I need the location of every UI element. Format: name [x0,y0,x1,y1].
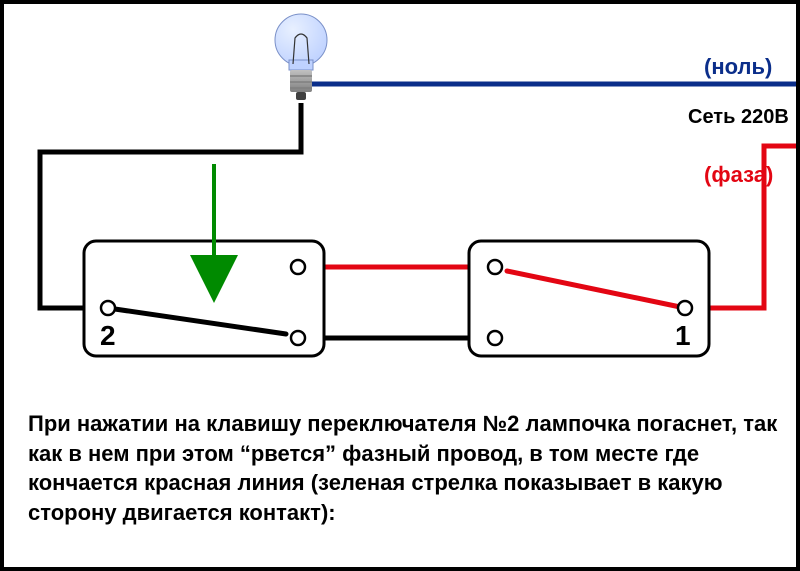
switch-2-terminal-top [291,260,305,274]
switch-1-terminal-common [678,301,692,315]
switch-1-label: 1 [675,320,691,352]
phase-label: (фаза) [704,162,773,188]
diagram-frame: (ноль) Сеть 220В (фаза) 2 1 При нажатии … [0,0,800,571]
switch-2-label: 2 [100,320,116,352]
switch-2-box [84,241,324,356]
switch-1-terminal-bottom [488,331,502,345]
switch-2-terminal-common [101,301,115,315]
switch-1-box [469,241,709,356]
neutral-label: (ноль) [704,54,772,80]
switch-2-terminal-bottom [291,331,305,345]
switch-1-terminal-top [488,260,502,274]
caption-text: При нажатии на клавишу переключателя №2 … [28,409,780,528]
lightbulb-icon [275,14,327,100]
mains-label: Сеть 220В [688,106,789,129]
